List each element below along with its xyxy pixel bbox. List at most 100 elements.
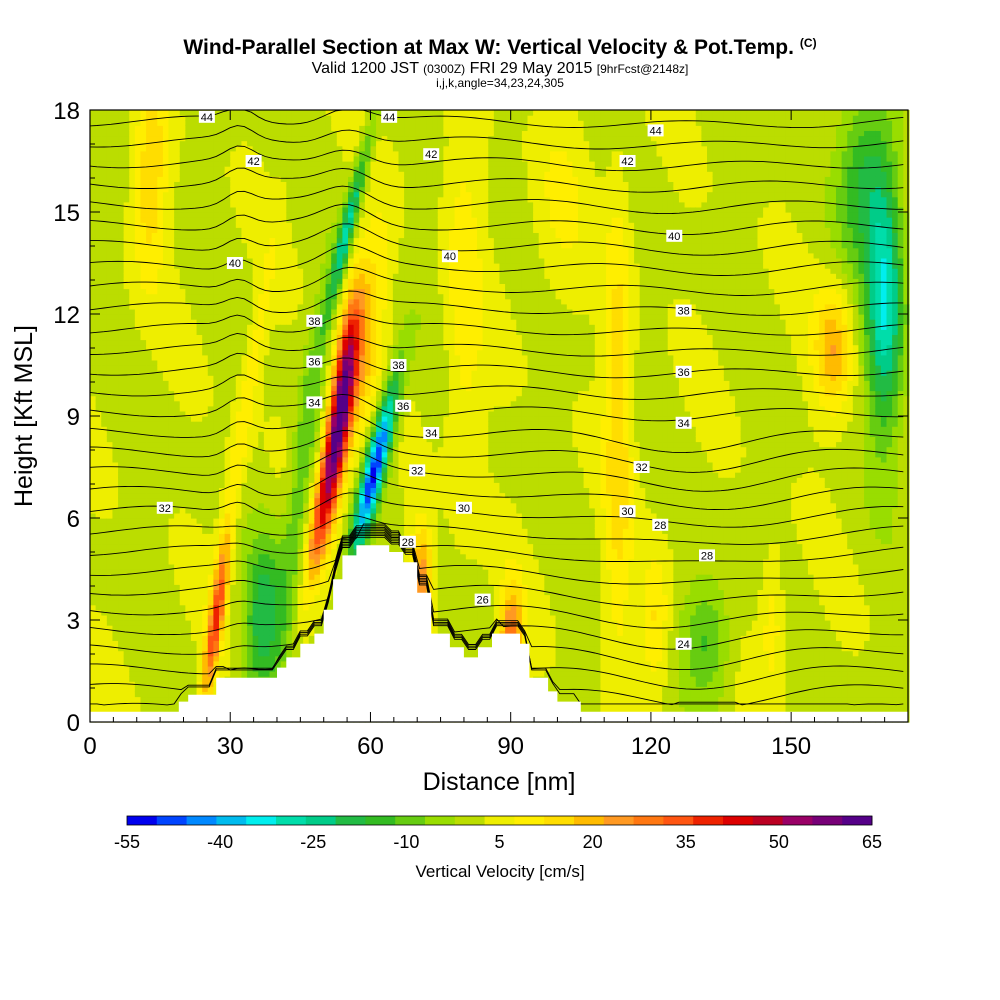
velocity-cell: [90, 370, 97, 376]
velocity-cell: [207, 242, 214, 249]
velocity-cell: [174, 385, 181, 392]
velocity-cell: [146, 487, 153, 494]
velocity-cell: [269, 344, 276, 351]
velocity-cell: [129, 273, 136, 279]
velocity-cell: [213, 140, 220, 147]
velocity-cell: [230, 512, 237, 519]
velocity-cell: [275, 135, 282, 142]
velocity-cell: [106, 303, 114, 310]
velocity-cell: [146, 594, 153, 601]
velocity-cell: [151, 181, 158, 188]
velocity-cell: [252, 344, 259, 351]
velocity-cell: [118, 614, 125, 621]
velocity-cell: [224, 650, 231, 657]
velocity-cell: [140, 140, 147, 147]
velocity-cell: [252, 487, 259, 494]
velocity-cell: [219, 512, 226, 519]
velocity-cell: [151, 349, 158, 356]
velocity-cell: [185, 456, 192, 463]
velocity-cell: [146, 563, 153, 570]
velocity-cell: [168, 405, 175, 412]
velocity-cell: [297, 416, 304, 422]
velocity-cell: [157, 655, 164, 662]
velocity-cell: [219, 461, 226, 468]
velocity-cell: [134, 283, 142, 290]
velocity-cell: [219, 120, 226, 126]
velocity-cell: [146, 441, 153, 448]
velocity-cell: [275, 314, 282, 320]
velocity-cell: [179, 120, 186, 126]
velocity-cell: [101, 482, 108, 488]
velocity-cell: [275, 538, 282, 545]
velocity-cell: [174, 125, 181, 131]
velocity-cell: [168, 533, 175, 539]
velocity-cell: [263, 390, 271, 397]
velocity-cell: [252, 451, 259, 458]
velocity-cell: [230, 635, 237, 641]
velocity-cell: [146, 288, 153, 295]
velocity-cell: [252, 558, 259, 565]
velocity-cell: [118, 161, 125, 167]
velocity-cell: [319, 436, 327, 443]
velocity-cell: [258, 446, 265, 453]
velocity-cell: [146, 324, 153, 330]
velocity-cell: [157, 212, 164, 218]
velocity-cell: [252, 390, 259, 397]
velocity-cell: [280, 635, 287, 641]
velocity-cell: [303, 303, 310, 310]
velocity-cell: [101, 339, 108, 346]
velocity-cell: [190, 288, 198, 295]
velocity-cell: [319, 456, 327, 463]
velocity-cell: [179, 329, 186, 335]
velocity-cell: [151, 217, 158, 223]
velocity-cell: [224, 349, 231, 356]
velocity-cell: [129, 257, 136, 264]
velocity-cell: [207, 120, 214, 126]
velocity-cell: [219, 155, 226, 162]
velocity-cell: [95, 354, 102, 361]
velocity-cell: [280, 385, 287, 392]
velocity-cell: [280, 155, 287, 162]
velocity-cell: [291, 441, 299, 448]
velocity-cell: [263, 436, 271, 443]
velocity-cell: [207, 477, 214, 483]
velocity-cell: [235, 380, 243, 386]
velocity-cell: [202, 405, 209, 412]
velocity-cell: [286, 604, 293, 611]
velocity-cell: [303, 461, 310, 468]
velocity-cell: [286, 227, 293, 233]
velocity-cell: [101, 227, 108, 233]
velocity-cell: [258, 482, 265, 488]
velocity-cell: [280, 487, 287, 494]
velocity-cell: [179, 354, 186, 361]
velocity-cell: [118, 155, 125, 162]
velocity-cell: [202, 150, 209, 157]
velocity-cell: [140, 477, 147, 483]
velocity-cell: [280, 196, 287, 203]
velocity-cell: [280, 630, 287, 636]
velocity-cell: [168, 140, 175, 147]
velocity-cell: [157, 660, 164, 667]
velocity-cell: [134, 252, 142, 259]
velocity-cell: [129, 574, 136, 580]
velocity-cell: [202, 528, 209, 534]
velocity-cell: [196, 665, 203, 672]
velocity-cell: [235, 533, 243, 539]
velocity-cell: [202, 686, 209, 692]
velocity-cell: [303, 278, 310, 284]
velocity-cell: [252, 594, 259, 601]
velocity-cell: [162, 201, 170, 208]
velocity-cell: [185, 518, 192, 524]
velocity-cell: [230, 665, 237, 672]
velocity-cell: [106, 574, 114, 580]
velocity-cell: [224, 268, 231, 274]
velocity-cell: [258, 650, 265, 657]
velocity-cell: [179, 257, 186, 264]
velocity-cell: [129, 263, 136, 269]
velocity-cell: [185, 303, 192, 310]
velocity-cell: [168, 604, 175, 611]
velocity-cell: [190, 543, 198, 550]
velocity-cell: [308, 339, 315, 346]
velocity-cell: [241, 196, 248, 203]
velocity-cell: [303, 620, 310, 626]
